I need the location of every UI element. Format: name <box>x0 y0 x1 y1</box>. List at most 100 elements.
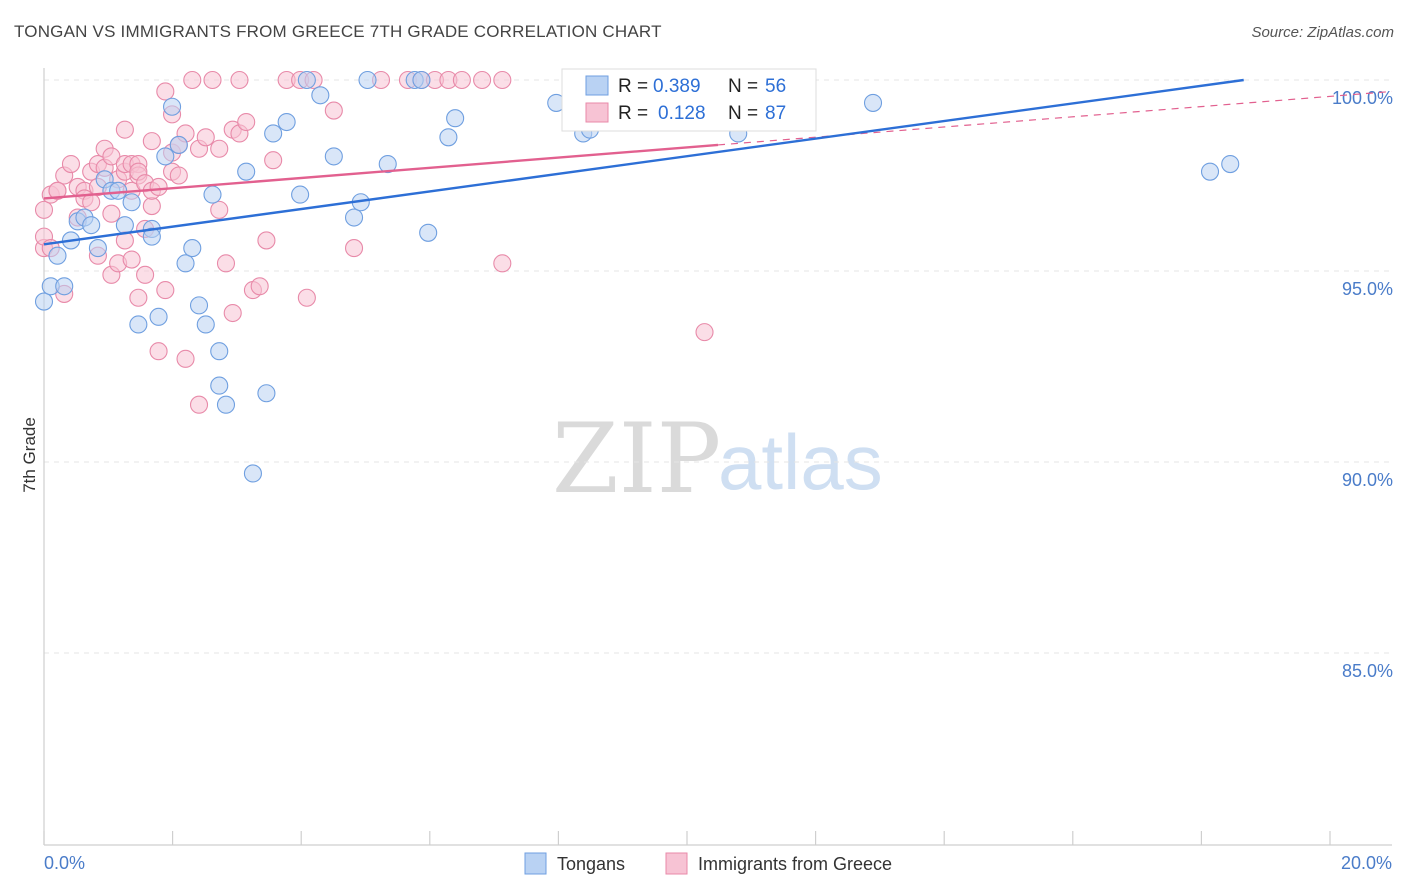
bottom-legend-label-greece: Immigrants from Greece <box>698 854 892 874</box>
x-ticks <box>43 831 1331 845</box>
point-immigrants-from-greece <box>136 265 155 284</box>
x-tick-label-max: 20.0% <box>1341 853 1392 873</box>
y-tick-labels: 100.0% 95.0% 90.0% 85.0% <box>1332 88 1393 681</box>
point-immigrants-from-greece <box>122 250 141 269</box>
point-tongans <box>243 464 262 483</box>
point-tongans <box>163 97 182 116</box>
point-tongans <box>196 315 215 334</box>
trend-line-greece <box>43 143 719 200</box>
point-immigrants-from-greece <box>34 200 54 219</box>
y-tick-label: 90.0% <box>1342 470 1393 490</box>
legend-r-value-tongans: 0.389 <box>653 76 701 97</box>
y-tick-label: 100.0% <box>1332 88 1393 108</box>
point-tongans <box>122 193 141 212</box>
point-immigrants-from-greece <box>216 254 236 273</box>
point-tongans <box>378 154 397 174</box>
point-immigrants-from-greece <box>250 277 269 296</box>
point-immigrants-from-greece <box>156 82 175 101</box>
point-tongans <box>88 239 107 258</box>
watermark-zip: ZIP <box>552 403 721 515</box>
chart-title: TONGAN VS IMMIGRANTS FROM GREECE 7TH GRA… <box>14 22 662 41</box>
point-immigrants-from-greece <box>142 132 161 151</box>
point-immigrants-from-greece <box>61 154 81 174</box>
legend-swatch-greece <box>585 102 609 123</box>
trend-lines <box>43 78 1393 246</box>
point-immigrants-from-greece <box>493 254 512 273</box>
point-tongans <box>439 128 458 147</box>
legend-r-label-tongans: R = <box>618 76 648 97</box>
bottom-legend-label-tongans: Tongans <box>557 854 625 874</box>
point-tongans <box>237 162 256 181</box>
point-tongans <box>412 70 431 90</box>
series-tongans <box>34 70 1240 483</box>
point-tongans <box>311 86 330 105</box>
point-tongans <box>264 124 283 143</box>
point-tongans <box>297 70 316 90</box>
point-immigrants-from-greece <box>142 197 161 216</box>
point-tongans <box>115 216 134 235</box>
point-immigrants-from-greece <box>297 288 316 307</box>
x-tick-label-min: 0.0% <box>44 853 85 873</box>
point-tongans <box>149 307 168 326</box>
point-immigrants-from-greece <box>452 70 471 90</box>
legend-r-value-greece: 0.128 <box>658 103 706 124</box>
point-tongans <box>55 277 74 296</box>
point-tongans <box>169 135 188 154</box>
point-tongans <box>324 147 343 166</box>
point-immigrants-from-greece <box>237 112 256 132</box>
y-axis-label: 7th Grade <box>20 417 39 493</box>
point-immigrants-from-greece <box>493 70 512 90</box>
point-tongans <box>257 384 276 403</box>
point-tongans <box>863 93 883 112</box>
point-immigrants-from-greece <box>210 200 229 219</box>
legend-swatch-tongans <box>585 75 609 96</box>
point-tongans <box>216 395 236 414</box>
point-tongans <box>156 147 175 166</box>
point-immigrants-from-greece <box>183 70 202 90</box>
point-immigrants-from-greece <box>129 288 148 307</box>
point-tongans <box>344 208 364 227</box>
source-label: Source: ZipAtlas.com <box>1251 24 1394 41</box>
point-immigrants-from-greece <box>169 166 188 185</box>
legend-n-label-greece: N = <box>728 103 758 124</box>
point-immigrants-from-greece <box>695 323 714 342</box>
y-tick-label: 95.0% <box>1342 279 1393 299</box>
point-immigrants-from-greece <box>473 70 492 90</box>
point-tongans <box>48 246 67 265</box>
point-immigrants-from-greece <box>257 231 276 250</box>
point-tongans <box>109 181 128 200</box>
legend-n-label-tongans: N = <box>728 76 758 97</box>
point-immigrants-from-greece <box>48 181 67 200</box>
point-immigrants-from-greece <box>210 139 229 158</box>
point-immigrants-from-greece <box>156 281 175 300</box>
point-tongans <box>277 112 296 132</box>
point-tongans <box>419 223 438 242</box>
trend-line-greece-extension <box>717 90 1393 146</box>
legend-r-label-greece: R = <box>618 103 648 124</box>
point-immigrants-from-greece <box>264 151 283 170</box>
point-immigrants-from-greece <box>196 128 215 147</box>
stats-legend: R = 0.389 N = 56 R = 0.128 N = 87 <box>561 68 817 132</box>
point-tongans <box>203 185 222 204</box>
point-immigrants-from-greece <box>149 177 168 197</box>
point-tongans <box>210 342 229 361</box>
point-tongans <box>129 315 148 334</box>
point-tongans <box>34 292 54 311</box>
bottom-legend-swatch-greece <box>665 852 688 875</box>
point-immigrants-from-greece <box>344 239 364 258</box>
point-tongans <box>1221 154 1240 174</box>
point-tongans <box>358 70 377 90</box>
point-immigrants-from-greece <box>189 395 209 414</box>
point-immigrants-from-greece <box>149 342 168 361</box>
point-tongans <box>176 254 195 273</box>
point-immigrants-from-greece <box>324 101 343 120</box>
bottom-legend: Tongans Immigrants from Greece <box>524 852 892 875</box>
point-immigrants-from-greece <box>102 147 121 166</box>
point-immigrants-from-greece <box>223 303 242 323</box>
point-tongans <box>210 376 229 395</box>
bottom-legend-swatch-tongans <box>524 852 547 875</box>
trend-line-tongans <box>43 78 1244 246</box>
point-immigrants-from-greece <box>115 120 134 139</box>
point-immigrants-from-greece <box>203 70 222 90</box>
point-tongans <box>82 216 101 235</box>
